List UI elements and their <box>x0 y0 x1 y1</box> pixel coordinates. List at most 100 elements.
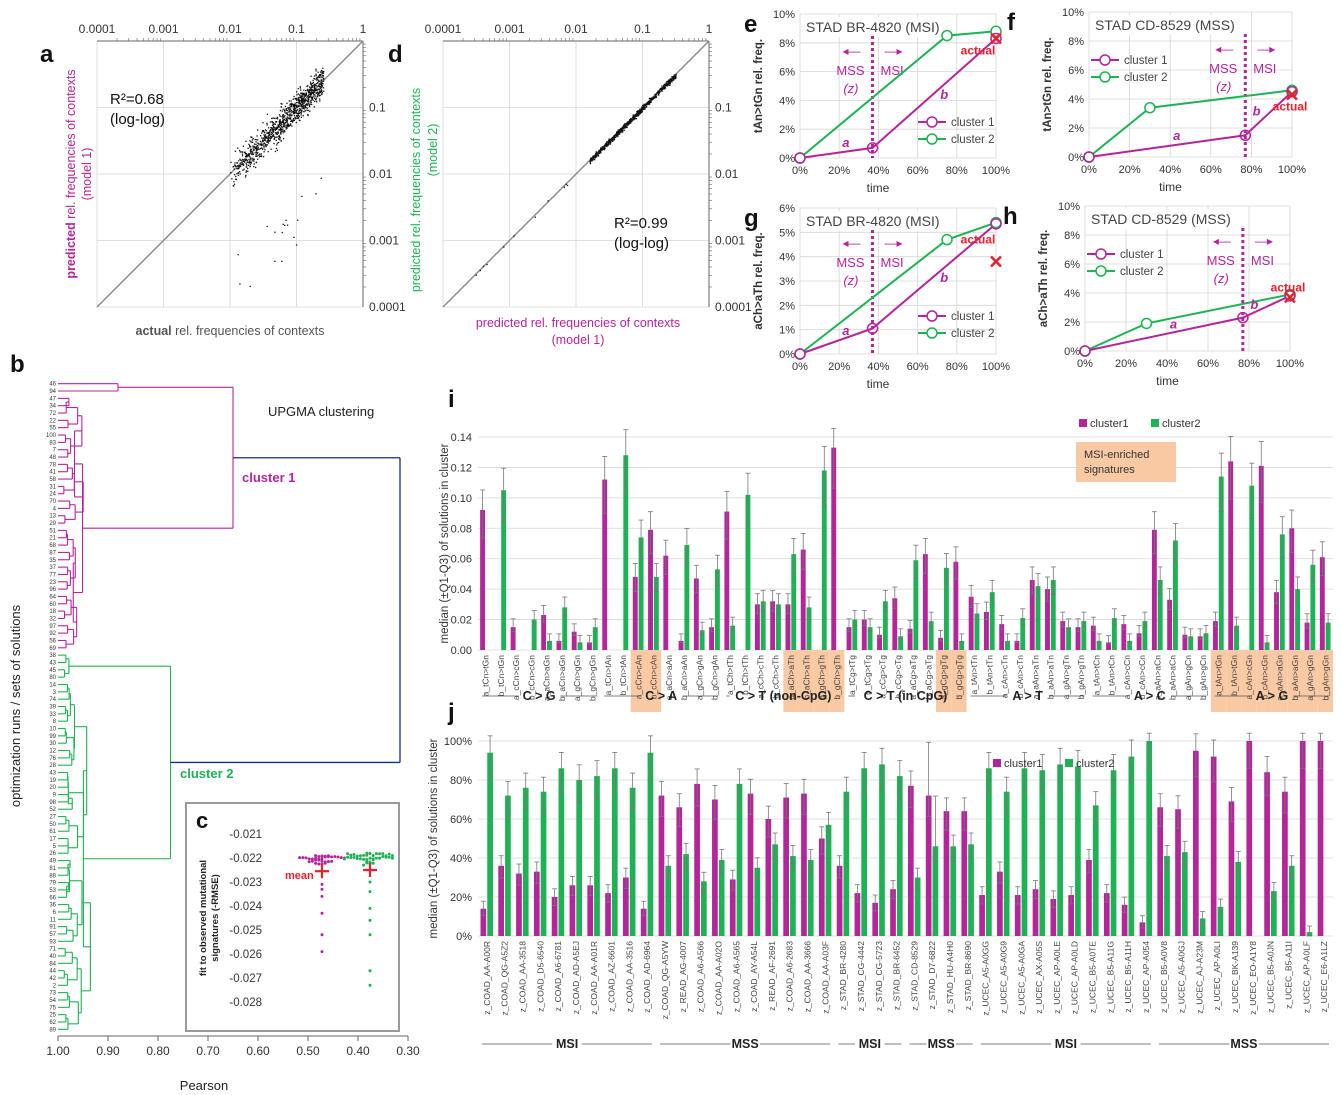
x-tick-label: 0.001 <box>494 22 524 36</box>
x-axis-label: time <box>1156 374 1179 388</box>
data-point <box>286 109 288 112</box>
data-point <box>644 107 646 109</box>
data-point <box>321 90 323 92</box>
data-point <box>613 135 615 137</box>
data-point <box>259 140 262 143</box>
data-point <box>240 159 242 161</box>
data-point <box>302 97 304 100</box>
highlight-band <box>1241 650 1257 712</box>
data-point <box>273 142 275 145</box>
bar-cluster1 <box>1068 895 1075 936</box>
data-point <box>253 160 255 162</box>
data-point <box>267 142 270 144</box>
swarm-point <box>304 856 308 860</box>
bar-cluster1 <box>676 807 683 936</box>
data-point <box>245 154 248 156</box>
data-point <box>243 151 246 153</box>
segment-b-label: b <box>940 270 948 285</box>
segment-a-label: a <box>842 135 849 150</box>
data-point <box>602 148 604 150</box>
data-point <box>318 88 320 91</box>
data-point <box>251 152 254 154</box>
leaf-label: 5 <box>53 844 57 850</box>
data-point <box>267 139 270 142</box>
data-point <box>246 154 249 156</box>
panel-title: STAD BR-4820 (MSI) <box>806 213 940 229</box>
leaf-label: 62 <box>49 1020 56 1026</box>
data-point <box>632 118 634 121</box>
bar-cluster2 <box>1021 768 1028 936</box>
data-point <box>633 117 635 119</box>
data-point <box>264 135 266 137</box>
data-point <box>644 107 646 110</box>
data-point <box>672 77 674 79</box>
data-point <box>265 140 267 142</box>
bar-cluster1 <box>1106 642 1112 650</box>
data-point <box>322 71 324 73</box>
data-point <box>641 107 644 109</box>
data-point <box>275 132 278 135</box>
data-point <box>270 148 272 150</box>
data-point <box>305 99 307 102</box>
data-point <box>619 129 621 131</box>
category-label: b_cCh>cTh <box>771 655 781 699</box>
data-point <box>297 97 299 99</box>
data-point <box>242 151 244 153</box>
data-point <box>281 260 283 262</box>
data-point <box>310 93 312 95</box>
data-point <box>308 91 310 94</box>
data-point <box>256 155 258 157</box>
bar-cluster2 <box>718 859 725 936</box>
data-point <box>299 86 301 88</box>
data-point <box>300 110 303 113</box>
data-point <box>632 115 634 117</box>
category-label: b_cAn>cTn <box>1015 655 1025 699</box>
category-label: z_UCEC_AP-A0LD <box>1070 941 1080 1014</box>
data-point <box>301 94 303 97</box>
arrow-right: —▸ <box>1257 42 1275 56</box>
data-point <box>234 165 237 168</box>
data-point <box>266 132 268 134</box>
bar-cluster1 <box>551 897 558 936</box>
leaf-label: 25 <box>49 1013 56 1019</box>
bar-cluster2 <box>821 470 827 650</box>
data-point <box>234 178 237 180</box>
bar-cluster2 <box>577 642 583 650</box>
data-point <box>589 162 592 165</box>
category-label: a_cCn>cGn <box>511 655 521 700</box>
data-point <box>662 87 664 89</box>
x-axis-label: time <box>867 181 890 195</box>
data-point <box>252 137 254 140</box>
legend-marker <box>1095 265 1107 277</box>
panel-letter-a: a <box>40 41 54 68</box>
swarm-point <box>326 854 330 858</box>
data-point <box>629 120 632 123</box>
data-point <box>305 106 307 109</box>
bar-cluster2 <box>522 787 529 936</box>
data-point <box>296 94 298 96</box>
bar-cluster1 <box>1121 624 1127 650</box>
category-label: b_tCn>tGn <box>496 655 506 697</box>
data-point <box>600 149 603 151</box>
data-point <box>296 108 299 111</box>
category-label: z_UCEC_E6-A1LZ <box>1319 941 1329 1012</box>
data-point <box>281 126 283 128</box>
x-tick-label: 80% <box>1238 358 1260 370</box>
cluster1-point <box>1079 345 1091 357</box>
data-point <box>307 102 310 105</box>
data-point <box>322 83 324 85</box>
data-point <box>656 92 658 94</box>
data-point <box>651 97 653 99</box>
data-point <box>650 97 652 100</box>
data-point <box>291 103 293 106</box>
data-point <box>244 176 247 178</box>
data-point <box>295 101 297 104</box>
category-label: a_tAn>tTn <box>969 655 979 695</box>
bar-cluster1 <box>1299 741 1306 936</box>
data-point <box>254 146 257 148</box>
panel-letter-h: h <box>1003 203 1018 230</box>
data-point <box>624 125 627 127</box>
data-point <box>633 117 636 119</box>
data-point <box>287 107 289 109</box>
data-point <box>300 101 303 103</box>
